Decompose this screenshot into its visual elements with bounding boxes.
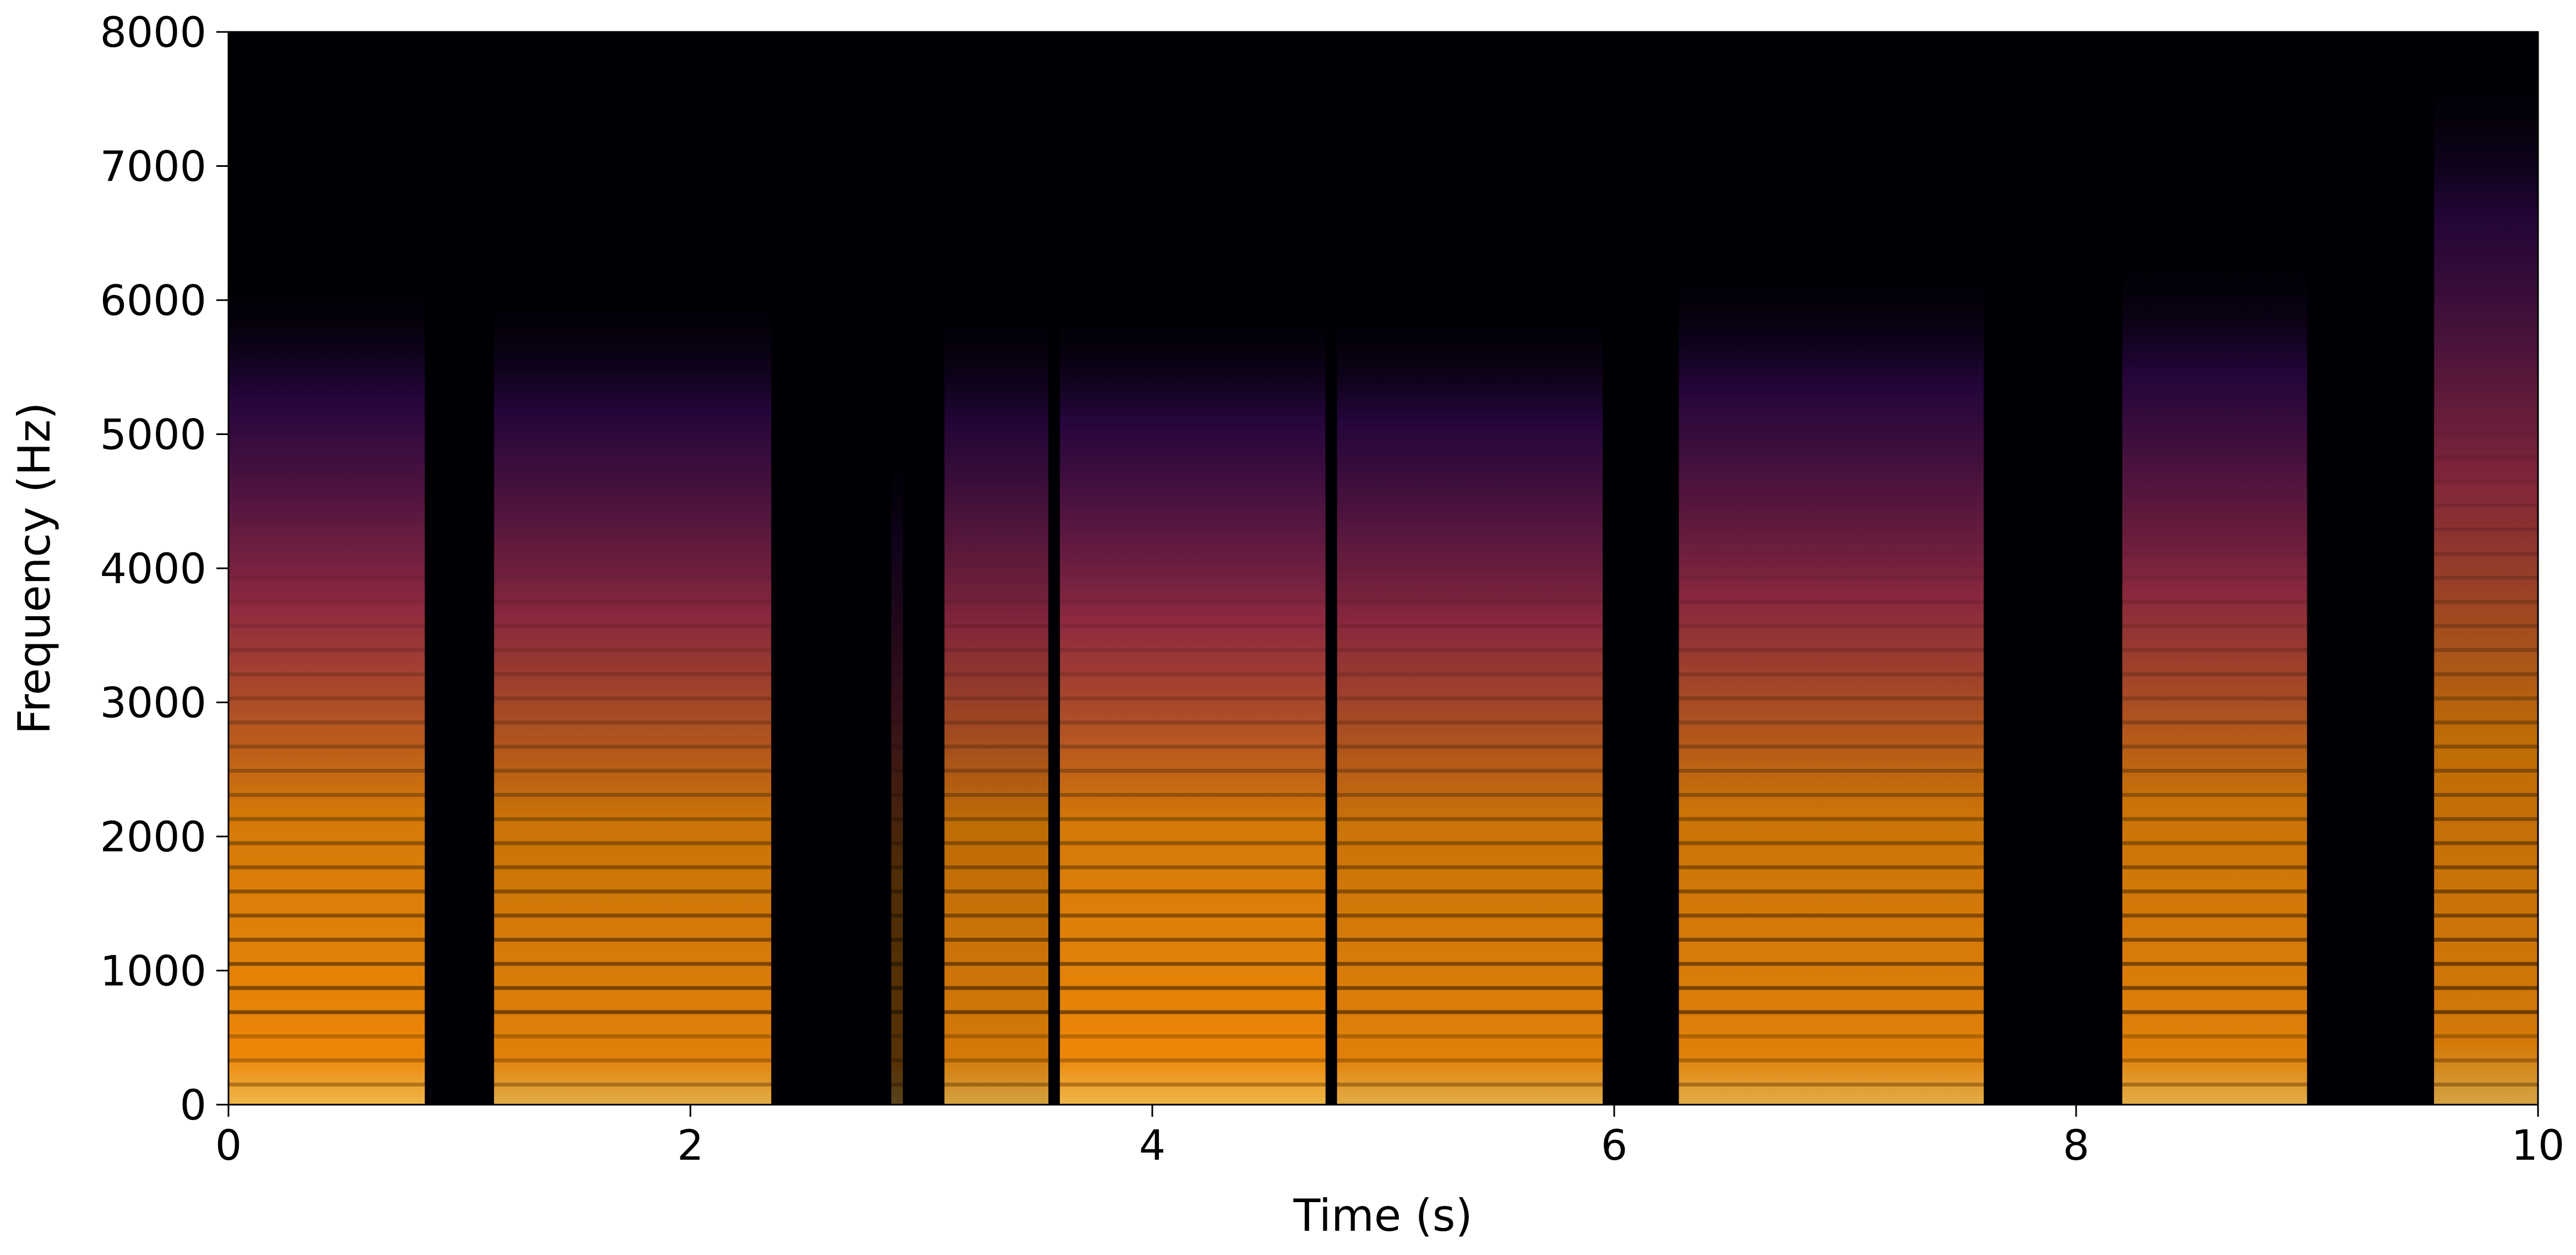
plot-area xyxy=(227,31,2539,1106)
x-tick-label: 0 xyxy=(215,1121,242,1170)
speech-segment-4 xyxy=(944,300,1049,1105)
speech-segment-1 xyxy=(228,273,425,1105)
y-tick-label: 8000 xyxy=(100,8,206,57)
x-tick-label: 6 xyxy=(1601,1121,1627,1170)
y-tick-label: 3000 xyxy=(100,678,206,727)
x-tick-label: 8 xyxy=(2063,1121,2089,1170)
y-tick-label: 4000 xyxy=(100,544,206,593)
speech-segment-9 xyxy=(2434,58,2538,1105)
x-axis: 0 2 4 6 8 10 xyxy=(215,1105,2565,1170)
speech-segment-6 xyxy=(1337,300,1603,1105)
speech-segment-5 xyxy=(1060,300,1326,1105)
y-axis-label: Frequency (Hz) xyxy=(9,402,60,734)
spectrogram-segments xyxy=(228,58,2538,1105)
x-tick-label: 2 xyxy=(677,1121,704,1170)
speech-segment-3 xyxy=(891,434,903,1105)
speech-segment-2 xyxy=(494,286,771,1105)
y-tick-label: 5000 xyxy=(100,410,206,459)
y-tick-label: 2000 xyxy=(100,812,206,861)
speech-segment-7 xyxy=(1679,259,1984,1105)
y-tick-label: 0 xyxy=(180,1080,206,1129)
speech-segment-8 xyxy=(2122,246,2307,1105)
y-tick-label: 1000 xyxy=(100,947,206,996)
x-tick-label: 10 xyxy=(2512,1121,2565,1170)
y-tick-label: 6000 xyxy=(100,276,206,325)
y-tick-label: 7000 xyxy=(100,142,206,191)
x-tick-label: 4 xyxy=(1139,1121,1166,1170)
y-axis: 0 1000 2000 3000 4000 5000 6000 7000 8000 xyxy=(100,8,228,1129)
x-axis-label: Time (s) xyxy=(1293,1190,1472,1241)
